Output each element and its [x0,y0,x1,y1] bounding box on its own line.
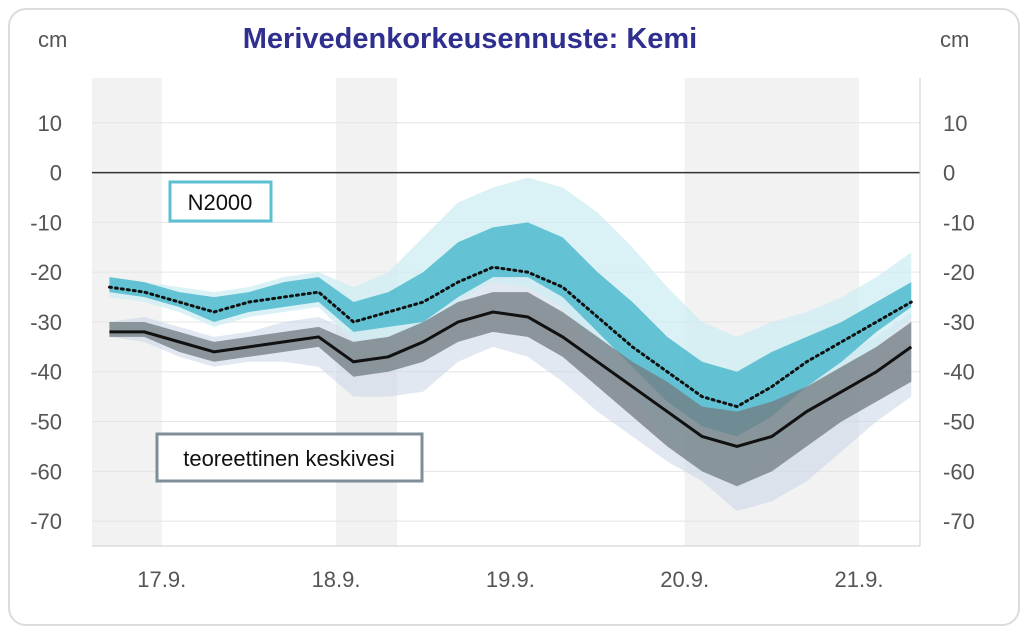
teoreettinen-keskivesi-line [109,310,913,448]
y-tick-label-left: 0 [50,161,62,186]
y-tick-label-left: 10 [38,111,62,136]
chart-title: Merivedenkorkeusennuste: Kemi [243,23,697,55]
x-tick-label: 19.9. [486,567,535,592]
y-axis-unit-right: cm [940,27,969,52]
y-tick-label-right: -70 [943,509,975,534]
night-band [92,78,162,546]
y-tick-label-right: -30 [943,310,975,335]
y-tick-label-right: -50 [943,410,975,435]
x-tick-label: 21.9. [835,567,884,592]
y-tick-label-left: -10 [30,210,62,235]
legend-n2000-box [168,180,273,223]
y-tick-label-left: -40 [30,360,62,385]
y-tick-label-right: -10 [943,210,975,235]
y-tick-label-left: -20 [30,260,62,285]
y-tick-label-left: -30 [30,310,62,335]
y-axis-unit-left: cm [38,27,67,52]
y-tick-label-right: -20 [943,260,975,285]
n2000-inner-band [109,222,912,437]
n2000-line [107,265,913,409]
x-tick-label: 18.9. [312,567,361,592]
y-tick-label-left: -70 [30,509,62,534]
y-tick-label-right: 10 [943,111,967,136]
legend-tk-box [155,432,424,483]
y-tick-label-left: -50 [30,410,62,435]
legend-tk-label: teoreettinen keskivesi [183,446,395,471]
y-tick-label-left: -60 [30,459,62,484]
y-tick-label-right: -60 [943,459,975,484]
y-tick-label-right: 0 [943,161,955,186]
x-tick-label: 20.9. [660,567,709,592]
legend-n2000-label: N2000 [188,190,253,215]
x-tick-label: 17.9. [137,567,186,592]
y-tick-label-right: -40 [943,360,975,385]
